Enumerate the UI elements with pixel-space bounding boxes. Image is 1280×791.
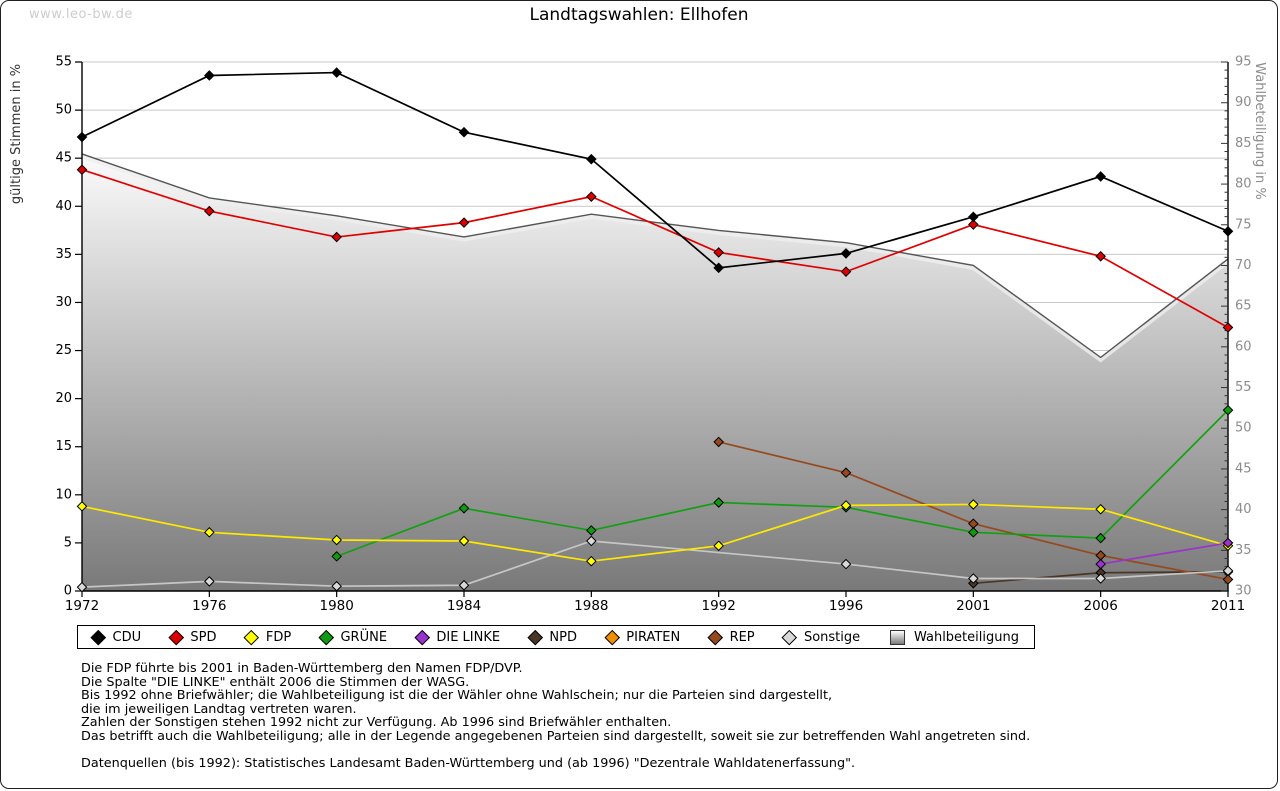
legend-item-piraten: PIRATEN xyxy=(604,629,681,645)
svg-text:2011: 2011 xyxy=(1211,598,1245,614)
axes: 0 5 10 15 20 25 30 35 40 45 50 55 30 35 40 45 50 55 60 65 70… xyxy=(55,55,1251,615)
svg-text:35: 35 xyxy=(1235,543,1252,558)
footnote-line: Bis 1992 ohne Briefwähler; die Wahlbetei… xyxy=(81,688,833,704)
series-marker-icon xyxy=(414,629,430,645)
legend-label: Sonstige xyxy=(803,629,861,645)
svg-text:95: 95 xyxy=(1235,55,1252,70)
svg-text:40: 40 xyxy=(55,199,72,214)
svg-text:50: 50 xyxy=(55,103,72,118)
legend-label: DIE LINKE xyxy=(436,629,501,645)
series-die-linke xyxy=(1095,537,1234,570)
legend-label: PIRATEN xyxy=(626,629,681,645)
svg-text:60: 60 xyxy=(1235,339,1252,354)
legend-label: SPD xyxy=(190,629,217,645)
svg-text:90: 90 xyxy=(1235,95,1252,110)
svg-text:25: 25 xyxy=(55,343,72,358)
svg-text:70: 70 xyxy=(1235,258,1252,273)
series-spd xyxy=(76,164,1234,333)
footnote-line: Die FDP führte bis 2001 in Baden-Württem… xyxy=(81,661,523,676)
footnote-line: die im jeweiligen Landtag vertreten ware… xyxy=(81,701,357,717)
svg-text:45: 45 xyxy=(1235,461,1252,476)
footnote-line xyxy=(81,744,1030,758)
legend-item-grüne: GRÜNE xyxy=(318,629,388,645)
svg-text:65: 65 xyxy=(1235,299,1252,314)
svg-text:55: 55 xyxy=(1235,380,1252,395)
legend-item-fdp: FDP xyxy=(244,629,292,645)
svg-text:5: 5 xyxy=(64,535,72,550)
legend-item-npd: NPD xyxy=(527,629,577,645)
svg-text:0: 0 xyxy=(64,584,72,599)
page-title: Landtagswahlen: Ellhofen xyxy=(529,5,749,25)
svg-text:1992: 1992 xyxy=(701,598,735,614)
svg-text:30: 30 xyxy=(1235,584,1252,599)
svg-text:50: 50 xyxy=(1235,421,1252,436)
legend-label: CDU xyxy=(112,629,142,645)
svg-text:1988: 1988 xyxy=(574,598,608,614)
series-rep xyxy=(713,436,1234,585)
election-line-chart: 0 5 10 15 20 25 30 35 40 45 50 55 30 35 40 45 50 55 60 65 70… xyxy=(55,55,1251,615)
right-axis-title: Wahlbeteiligung in % xyxy=(1252,62,1267,200)
series-marker-icon xyxy=(527,629,543,645)
svg-text:2001: 2001 xyxy=(956,598,990,614)
legend-label: REP xyxy=(729,629,755,645)
series-marker-icon xyxy=(604,629,620,645)
series-marker-icon xyxy=(318,629,334,645)
svg-text:15: 15 xyxy=(55,439,72,454)
svg-text:75: 75 xyxy=(1235,217,1252,232)
series-marker-icon xyxy=(168,629,184,645)
series-marker-icon xyxy=(782,629,798,645)
svg-text:85: 85 xyxy=(1235,136,1252,151)
svg-text:1972: 1972 xyxy=(65,598,99,614)
series-marker-icon xyxy=(244,629,260,645)
svg-text:80: 80 xyxy=(1235,177,1252,192)
series-cdu xyxy=(76,67,1234,274)
legend-label: FDP xyxy=(265,629,292,645)
svg-text:45: 45 xyxy=(55,151,72,166)
legend-label: GRÜNE xyxy=(340,629,388,645)
legend-item-rep: REP xyxy=(707,629,755,645)
legend-item-die-linke: DIE LINKE xyxy=(414,629,501,645)
left-axis-title: gültige Stimmen in % xyxy=(9,63,24,205)
svg-text:20: 20 xyxy=(55,391,72,406)
footnotes: Die FDP führte bis 2001 in Baden-Württem… xyxy=(81,662,1030,771)
footnote-line: Datenquellen (bis 1992): Statistisches L… xyxy=(81,756,856,772)
legend-item-sonstige: Sonstige xyxy=(782,629,861,645)
svg-text:1984: 1984 xyxy=(447,598,481,614)
legend-item-wahlbeteiligung: Wahlbeteiligung xyxy=(889,629,1019,645)
series-sonstige xyxy=(76,535,1234,593)
svg-text:40: 40 xyxy=(1235,502,1252,517)
footnote-line: Zahlen der Sonstigen stehen 1992 nicht z… xyxy=(81,715,672,731)
svg-text:2006: 2006 xyxy=(1083,598,1117,614)
svg-text:10: 10 xyxy=(55,487,72,502)
svg-text:30: 30 xyxy=(55,295,72,310)
legend: CDU SPD FDP GRÜNE DIE LINKE NPD PIRATEN REP Sons… xyxy=(77,625,1035,649)
footnote-line: Das betrifft auch die Wahlbeteiligung; a… xyxy=(81,728,1031,744)
series-marker-icon xyxy=(90,629,106,645)
footnote-line: Die Spalte "DIE LINKE" enthält 2006 die … xyxy=(81,674,470,690)
svg-text:1996: 1996 xyxy=(829,598,863,614)
legend-label: NPD xyxy=(549,629,577,645)
svg-text:1980: 1980 xyxy=(319,598,353,614)
svg-text:35: 35 xyxy=(55,247,72,262)
legend-item-cdu: CDU xyxy=(90,629,142,645)
svg-text:1976: 1976 xyxy=(192,598,226,614)
watermark: www.leo-bw.de xyxy=(29,7,133,22)
svg-text:55: 55 xyxy=(55,55,72,70)
legend-item-spd: SPD xyxy=(168,629,217,645)
legend-label: Wahlbeteiligung xyxy=(913,629,1019,645)
series-marker-icon xyxy=(707,629,723,645)
turnout-swatch-icon xyxy=(889,629,905,645)
series-fdp xyxy=(76,499,1234,567)
